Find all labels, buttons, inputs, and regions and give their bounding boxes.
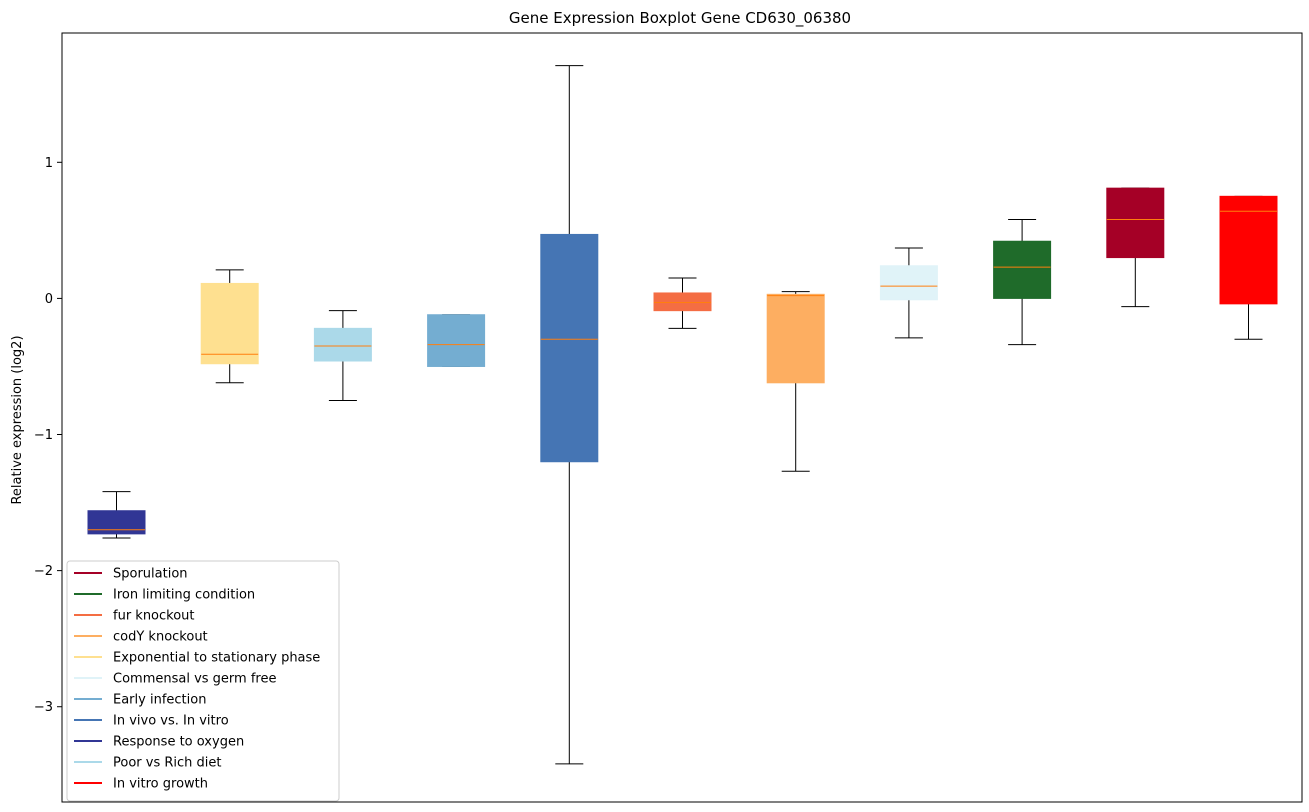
y-tick-label: 0 xyxy=(45,292,53,307)
chart-title: Gene Expression Boxplot Gene CD630_06380 xyxy=(509,9,851,28)
box-iqr xyxy=(993,240,1052,299)
legend-label: Sporulation xyxy=(113,567,188,582)
box-iqr xyxy=(540,233,599,463)
y-tick-label: −3 xyxy=(34,700,53,715)
y-axis: 1 0 −1 −2 −3 xyxy=(34,156,62,715)
box-iqr xyxy=(879,265,938,301)
legend-label: In vitro growth xyxy=(113,777,208,792)
box-exponential-to-stationary-phase xyxy=(200,269,259,384)
box-poor-vs-rich-diet xyxy=(313,310,372,401)
box-iqr xyxy=(87,510,146,535)
box-commensal-vs-germ-free xyxy=(879,247,938,339)
box-early-infection xyxy=(427,314,486,367)
y-tick-label: −2 xyxy=(34,564,53,579)
box-in-vivo-vs-in-vitro xyxy=(540,65,599,765)
y-tick-label: 1 xyxy=(45,156,53,171)
legend-label: Response to oxygen xyxy=(113,735,244,750)
box-iron-limiting-condition xyxy=(993,218,1052,346)
legend-label: fur knockout xyxy=(113,609,195,624)
legend-label: In vivo vs. In vitro xyxy=(113,714,229,729)
boxes-layer xyxy=(87,65,1278,765)
box-iqr xyxy=(653,292,712,312)
box-fur-knockout xyxy=(653,277,712,329)
y-axis-label: Relative expression (log2) xyxy=(10,335,25,504)
box-sporulation xyxy=(1106,187,1165,308)
box-iqr xyxy=(1219,195,1278,305)
legend-box xyxy=(66,560,340,802)
legend: Sporulation Iron limiting condition fur kn… xyxy=(66,560,340,802)
box-iqr xyxy=(200,282,259,365)
box-iqr xyxy=(313,327,372,362)
legend-label: Iron limiting condition xyxy=(113,588,255,603)
legend-label: codY knockout xyxy=(113,630,208,645)
legend-label: Poor vs Rich diet xyxy=(113,756,221,771)
box-in-vitro-growth xyxy=(1219,195,1278,340)
box-iqr xyxy=(427,314,486,367)
y-tick-label: −1 xyxy=(34,428,53,443)
legend-label: Early infection xyxy=(113,693,206,708)
box-iqr xyxy=(1106,187,1165,259)
box-cody-knockout xyxy=(766,291,825,472)
legend-label: Commensal vs germ free xyxy=(113,672,276,687)
legend-label: Exponential to stationary phase xyxy=(113,651,320,666)
box-response-to-oxygen xyxy=(87,491,146,539)
plot-frame xyxy=(61,32,1303,803)
box-iqr xyxy=(766,293,825,384)
